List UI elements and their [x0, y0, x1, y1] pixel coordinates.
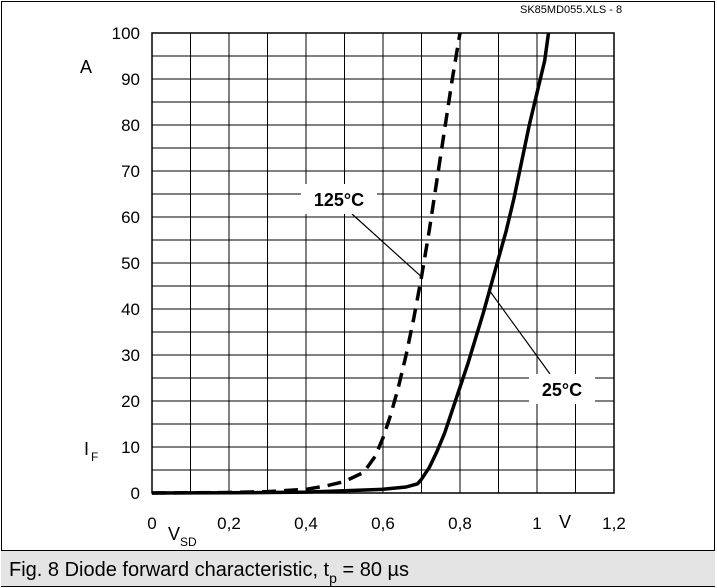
file-tag: SK85MD055.XLS - 8 — [520, 4, 622, 16]
x-tick-label: 0 — [147, 514, 156, 533]
annotations: 125°C 25°C — [301, 184, 595, 404]
y-tick-label: 80 — [121, 116, 140, 135]
x-tick-label: 0,6 — [371, 514, 395, 533]
x-tick-label: 0,8 — [448, 514, 472, 533]
caption-bar: Fig. 8 Diode forward characteristic, tp … — [1, 550, 715, 587]
annotation-label: 125°C — [314, 190, 364, 210]
x-axis-unit: V — [559, 512, 571, 532]
y-tick-label: 40 — [121, 300, 140, 319]
y-tick-label: 10 — [121, 438, 140, 457]
y-axis-title: I F — [84, 439, 98, 464]
y-tick-label: 0 — [131, 484, 140, 503]
y-tick-label: 70 — [121, 162, 140, 181]
y-tick-label: 100 — [112, 24, 140, 43]
x-axis-unit-label: V — [559, 512, 571, 532]
tick-labels: 0 10 20 30 40 50 60 70 80 90 100 0 0,2 0,4 0,6 0,8 1 1,2 — [112, 24, 626, 533]
y-axis-unit-label: A — [80, 57, 92, 77]
x-axis-title-main: V — [168, 524, 180, 544]
x-axis-title: V SD — [168, 524, 197, 549]
y-tick-label: 50 — [121, 254, 140, 273]
x-tick-label: 0,4 — [294, 514, 318, 533]
caption-prefix: Fig. 8 Diode forward characteristic, t — [9, 559, 330, 581]
caption-suffix: = 80 µs — [336, 559, 410, 581]
y-axis-title-sub: F — [91, 450, 98, 464]
y-tick-label: 30 — [121, 346, 140, 365]
y-axis-title-main: I — [84, 439, 89, 459]
figure-caption: Fig. 8 Diode forward characteristic, tp … — [9, 559, 410, 586]
annotation-leader — [351, 213, 422, 278]
x-tick-label: 0,2 — [217, 514, 241, 533]
annotation-label: 25°C — [542, 380, 582, 400]
y-axis-unit: A — [80, 57, 92, 77]
caption-subscript: p — [329, 570, 337, 586]
x-axis-title-sub: SD — [180, 535, 197, 549]
annotation-leader — [489, 290, 551, 375]
y-tick-label: 60 — [121, 208, 140, 227]
grid — [151, 32, 615, 494]
annotation-background — [301, 184, 377, 214]
y-tick-label: 90 — [121, 70, 140, 89]
series-line — [151, 32, 462, 495]
series-line — [151, 32, 551, 495]
annotation-background — [529, 374, 595, 404]
curves — [151, 32, 551, 495]
plot-border — [151, 32, 615, 494]
x-tick-label: 1 — [532, 514, 541, 533]
y-tick-label: 20 — [121, 392, 140, 411]
x-tick-label: 1,2 — [602, 514, 626, 533]
